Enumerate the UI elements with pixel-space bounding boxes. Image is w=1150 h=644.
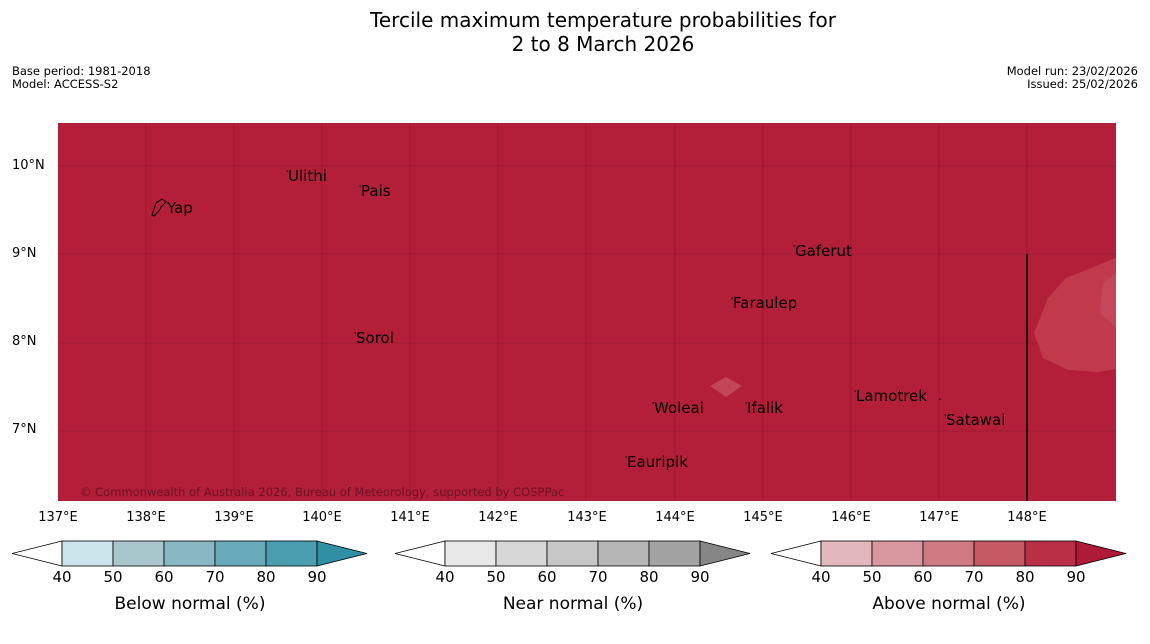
lighter-patch-central xyxy=(710,377,742,397)
lat-label-7n: 7°N xyxy=(12,422,37,437)
tick-40: 40 xyxy=(811,568,831,586)
meta-left: Base period: 1981-2018 Model: ACCESS-S2 xyxy=(12,65,151,91)
colorbar-extend-low xyxy=(394,540,446,567)
tick-60: 60 xyxy=(537,568,557,586)
tick-90: 90 xyxy=(307,568,327,586)
tick-80: 80 xyxy=(639,568,659,586)
lon-label-140e: 140°E xyxy=(302,510,342,525)
colorbar-extend-high xyxy=(1075,540,1127,567)
tick-90: 90 xyxy=(690,568,710,586)
lon-label-147e: 147°E xyxy=(919,510,959,525)
colorbar-segment xyxy=(163,540,216,567)
lat-label-9n: 9°N xyxy=(12,246,37,261)
place-gaferut: ' Gaferut xyxy=(793,242,852,260)
tick-50: 50 xyxy=(486,568,506,586)
lon-label-143e: 143°E xyxy=(567,510,607,525)
model-run: Model run: 23/02/2026 xyxy=(1006,64,1138,78)
colorbar-segment xyxy=(648,540,701,567)
lon-label-138e: 138°E xyxy=(126,510,166,525)
tick-80: 80 xyxy=(256,568,276,586)
tick-40: 40 xyxy=(52,568,72,586)
colorbar-segment xyxy=(112,540,165,567)
lat-label-8n: 8°N xyxy=(12,334,37,349)
colorbar-below-normal xyxy=(11,540,368,567)
colorbar-segment xyxy=(495,540,548,567)
lat-label-10n: 10°N xyxy=(12,158,45,173)
title-line-1: Tercile maximum temperature probabilitie… xyxy=(370,8,836,32)
legend-below-normal: 40 50 60 70 80 90 Below normal (%) xyxy=(11,540,372,614)
lon-label-148e: 148°E xyxy=(1007,510,1047,525)
tick-90: 90 xyxy=(1066,568,1086,586)
colorbar-near-normal xyxy=(394,540,751,567)
map-title: Tercile maximum temperature probabilitie… xyxy=(0,8,1150,56)
issued-date: Issued: 25/02/2026 xyxy=(1027,77,1138,91)
colorbar-extend-high xyxy=(699,540,751,567)
legend-caption-below: Below normal (%) xyxy=(114,594,266,614)
tick-60: 60 xyxy=(154,568,174,586)
place-faraulep: ' Faraulep xyxy=(731,294,798,312)
title-line-2: 2 to 8 March 2026 xyxy=(511,32,695,56)
colorbar-extend-high xyxy=(316,540,368,567)
place-pais: ' Pais xyxy=(359,182,391,200)
tick-50: 50 xyxy=(103,568,123,586)
colorbar-segment xyxy=(1024,540,1077,567)
colorbar-extend-low xyxy=(11,540,63,567)
meta-right: Model run: 23/02/2026 Issued: 25/02/2026 xyxy=(1007,65,1138,91)
lon-label-142e: 142°E xyxy=(478,510,518,525)
place-yap: Yap xyxy=(167,199,193,217)
base-period: Base period: 1981-2018 xyxy=(12,64,151,78)
place-lamotrek: ' Lamotrek xyxy=(854,387,927,405)
place-sorol: ' Sorol xyxy=(354,329,394,347)
colorbar-segment xyxy=(265,540,318,567)
lon-label-137e: 137°E xyxy=(38,510,78,525)
legend-near-normal: 40 50 60 70 80 90 Near normal (%) xyxy=(394,540,755,614)
place-ulithi: ' Ulithi xyxy=(286,167,327,185)
lamotrek-dot: . xyxy=(938,389,942,403)
colorbar-segment xyxy=(871,540,924,567)
colorbar-segment xyxy=(61,540,114,567)
copyright-notice: © Commonwealth of Australia 2026, Bureau… xyxy=(80,485,565,499)
colorbar-segment xyxy=(597,540,650,567)
lighter-patch-east xyxy=(1034,258,1116,372)
place-ifalik: ' Ifalik xyxy=(745,399,783,417)
colorbar-segment xyxy=(546,540,599,567)
lon-label-146e: 146°E xyxy=(831,510,871,525)
colorbar-segment xyxy=(922,540,975,567)
lon-label-145e: 145°E xyxy=(743,510,783,525)
model-name: Model: ACCESS-S2 xyxy=(12,77,119,91)
colorbar-segment xyxy=(444,540,497,567)
tick-70: 70 xyxy=(205,568,225,586)
colorbar-extend-low xyxy=(770,540,822,567)
place-woleai: '' Woleai xyxy=(652,399,704,417)
colorbar-segment xyxy=(214,540,267,567)
legend-above-normal: 40 50 60 70 80 90 Above normal (%) xyxy=(770,540,1131,614)
yap-island-icon xyxy=(151,198,167,217)
colorbar-segment xyxy=(820,540,873,567)
legend-caption-near: Near normal (%) xyxy=(502,594,644,614)
lighter-patch-east-inner xyxy=(1100,273,1116,328)
lon-label-141e: 141°E xyxy=(390,510,430,525)
lon-label-139e: 139°E xyxy=(214,510,254,525)
probability-map: Yap ' Ulithi ' Pais ' Gaferut ' Faraulep ' So… xyxy=(58,123,1116,501)
tick-50: 50 xyxy=(862,568,882,586)
tick-40: 40 xyxy=(435,568,455,586)
map-gridlines xyxy=(58,123,1116,501)
legend-caption-above: Above normal (%) xyxy=(872,594,1026,614)
colorbar-above-normal xyxy=(770,540,1127,567)
place-satawal: ' Satawal xyxy=(944,411,1006,429)
tick-70: 70 xyxy=(588,568,608,586)
lon-label-144e: 144°E xyxy=(655,510,695,525)
colorbar-segment xyxy=(973,540,1026,567)
tick-60: 60 xyxy=(913,568,933,586)
tick-70: 70 xyxy=(964,568,984,586)
tick-80: 80 xyxy=(1015,568,1035,586)
place-eauripik: ' Eauripik xyxy=(625,453,688,471)
